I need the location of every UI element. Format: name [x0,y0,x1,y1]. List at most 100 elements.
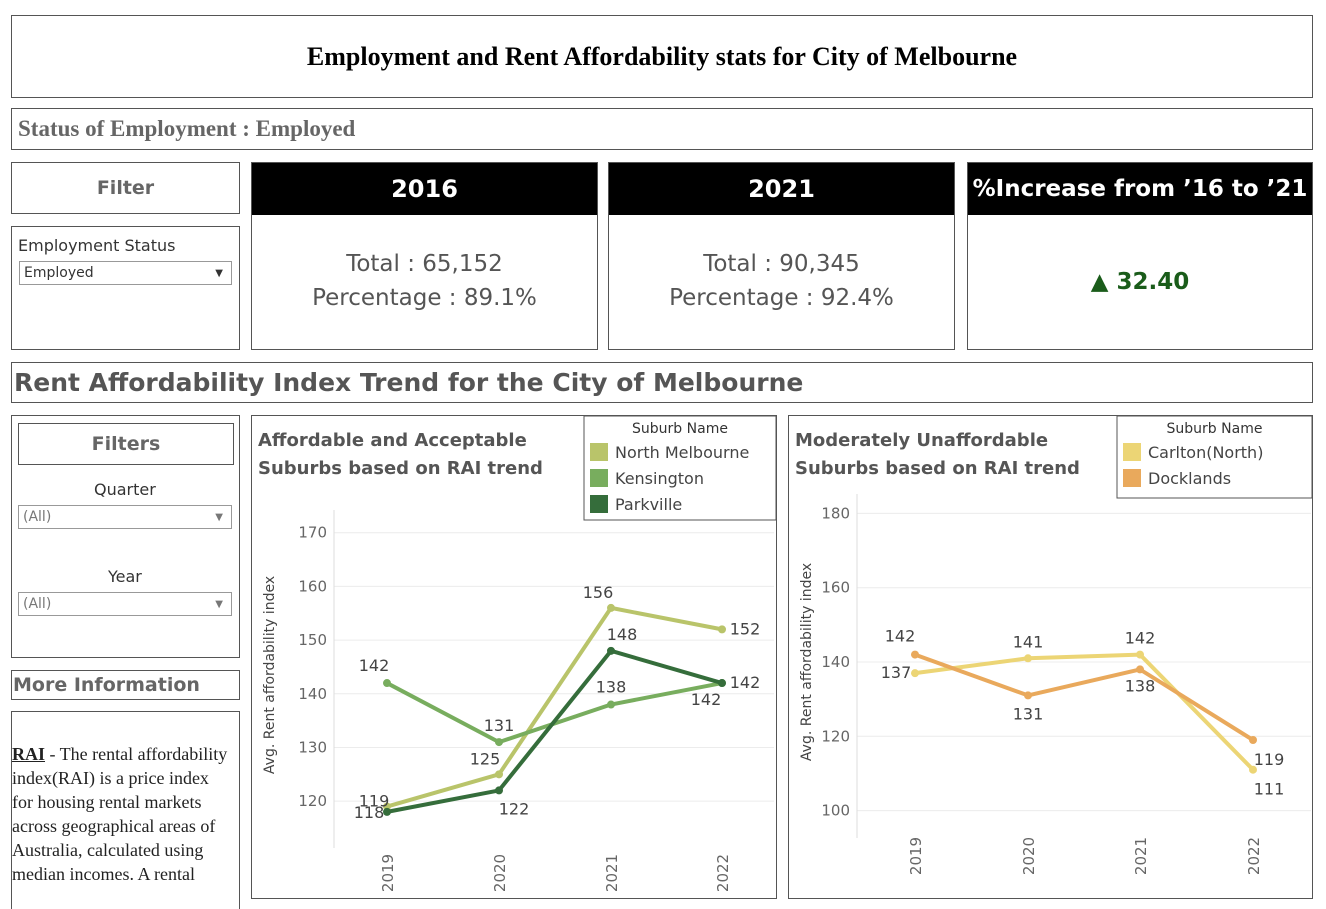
legend-label: North Melbourne [615,443,749,462]
y-tick-label: 140 [821,653,850,671]
chart-unaffordable-svg: Moderately Unaffordable Suburbs based on … [795,415,1313,875]
data-point [1249,736,1257,744]
data-point [1136,665,1144,674]
chart-affordable-svg: Affordable and Acceptable Suburbs based o… [258,415,777,892]
kpi-card-increase: %Increase from ’16 to ’21 ▲ 32.40 [967,162,1313,350]
data-label: 142 [730,673,761,692]
rai-description: RAI - The rental affordability index(RAI… [12,742,234,886]
rai-term: RAI [12,744,46,764]
dashboard-title: Employment and Rent Affordability stats … [306,41,1018,71]
series-line [386,648,723,814]
chart-title-line: Affordable and Acceptable [258,430,527,451]
kpi-2021-header: 2021 [609,163,954,215]
kpi-card-2021: 2021 Total : 90,345 Percentage : 92.4% [608,162,955,350]
data-point [495,786,503,795]
y-tick-label: 160 [298,577,327,595]
employment-status-filter: Employment Status Employed ▼ [11,226,240,350]
data-point [1249,765,1257,774]
data-label: 148 [607,625,638,644]
kpi-2016-total: Total : 65,152 [346,251,503,277]
legend-swatch [590,443,608,461]
quarter-value: (All) [23,509,52,525]
data-point [383,807,391,816]
chart-title-line: Moderately Unaffordable [795,430,1048,451]
kpi-card-2016: 2016 Total : 65,152 Percentage : 89.1% [251,162,598,350]
x-tick-label: 2019 [379,854,397,892]
data-point [911,650,919,659]
y-tick-label: 150 [298,631,327,649]
y-tick-label: 160 [821,579,850,597]
x-tick-label: 2020 [1020,837,1038,875]
legend-label: Kensington [615,469,704,488]
y-tick-label: 100 [821,802,850,820]
data-point [607,700,615,709]
status-heading: Status of Employment : Employed [18,116,356,141]
chevron-down-icon: ▼ [215,268,223,279]
data-point [495,738,503,747]
y-tick-label: 140 [298,685,327,703]
more-info-heading: More Information [13,674,200,696]
employment-status-value: Employed [24,265,94,281]
data-point [607,646,615,655]
y-tick-label: 120 [821,727,850,745]
filter-heading: Filter [96,177,155,199]
legend-title: Suburb Name [1167,421,1263,437]
data-label: 138 [596,678,627,697]
data-label: 125 [470,749,501,768]
series-line [914,652,1255,742]
x-tick-label: 2021 [603,854,621,892]
rai-heading-box: Rent Affordability Index Trend for the C… [11,362,1313,403]
kpi-2021-total: Total : 90,345 [703,251,860,277]
rai-heading: Rent Affordability Index Trend for the C… [14,368,804,397]
data-point [718,625,726,634]
x-tick-label: 2020 [491,854,509,892]
y-axis-label: Avg. Rent affordability index [799,563,815,761]
data-label: 142 [885,627,916,646]
legend-box [583,415,777,521]
employment-status-dropdown[interactable]: Employed ▼ [19,261,232,285]
employment-status-label: Employment Status [18,236,176,255]
data-point [1136,650,1144,659]
data-label: 152 [730,619,761,638]
chevron-down-icon: ▼ [215,599,223,610]
legend-title: Suburb Name [632,421,728,437]
series-line [914,652,1255,772]
chart-unaffordable-suburbs: Moderately Unaffordable Suburbs based on … [788,415,1313,899]
data-label: 119 [1254,750,1285,769]
chart-affordable-suburbs: Affordable and Acceptable Suburbs based o… [251,415,777,899]
y-tick-label: 130 [298,738,327,756]
x-tick-label: 2022 [714,854,732,892]
data-label: 111 [1254,780,1285,799]
data-point [1024,691,1032,700]
data-point [607,603,615,612]
legend-swatch [1123,443,1141,461]
data-label: 142 [1125,629,1156,648]
data-label: 142 [359,656,390,675]
data-label: 118 [354,803,385,822]
year-value: (All) [23,596,52,612]
y-tick-label: 120 [298,792,327,810]
status-heading-box: Status of Employment : Employed [11,108,1313,150]
year-label: Year [108,567,142,586]
kpi-2016-header: 2016 [252,163,597,215]
data-label: 131 [484,716,515,735]
kpi-increase-header: %Increase from ’16 to ’21 [968,163,1312,215]
data-label: 156 [583,583,614,602]
data-label: 141 [1013,632,1044,651]
data-point [383,679,391,688]
x-tick-label: 2022 [1245,837,1263,875]
legend-box [1116,415,1313,499]
data-label: 138 [1125,676,1156,695]
y-tick-label: 170 [298,524,327,542]
data-label: 122 [499,799,530,818]
filters-heading: Filters [18,423,234,465]
quarter-dropdown[interactable]: (All) ▼ [18,505,232,529]
data-point [495,770,503,779]
legend-swatch [1123,469,1141,487]
kpi-2016-percentage: Percentage : 89.1% [312,285,537,311]
x-tick-label: 2021 [1132,837,1150,875]
legend-label: Docklands [1148,469,1231,488]
more-info-heading-box: More Information [11,670,240,700]
year-dropdown[interactable]: (All) ▼ [18,592,232,616]
filter-heading-box: Filter [11,162,240,214]
